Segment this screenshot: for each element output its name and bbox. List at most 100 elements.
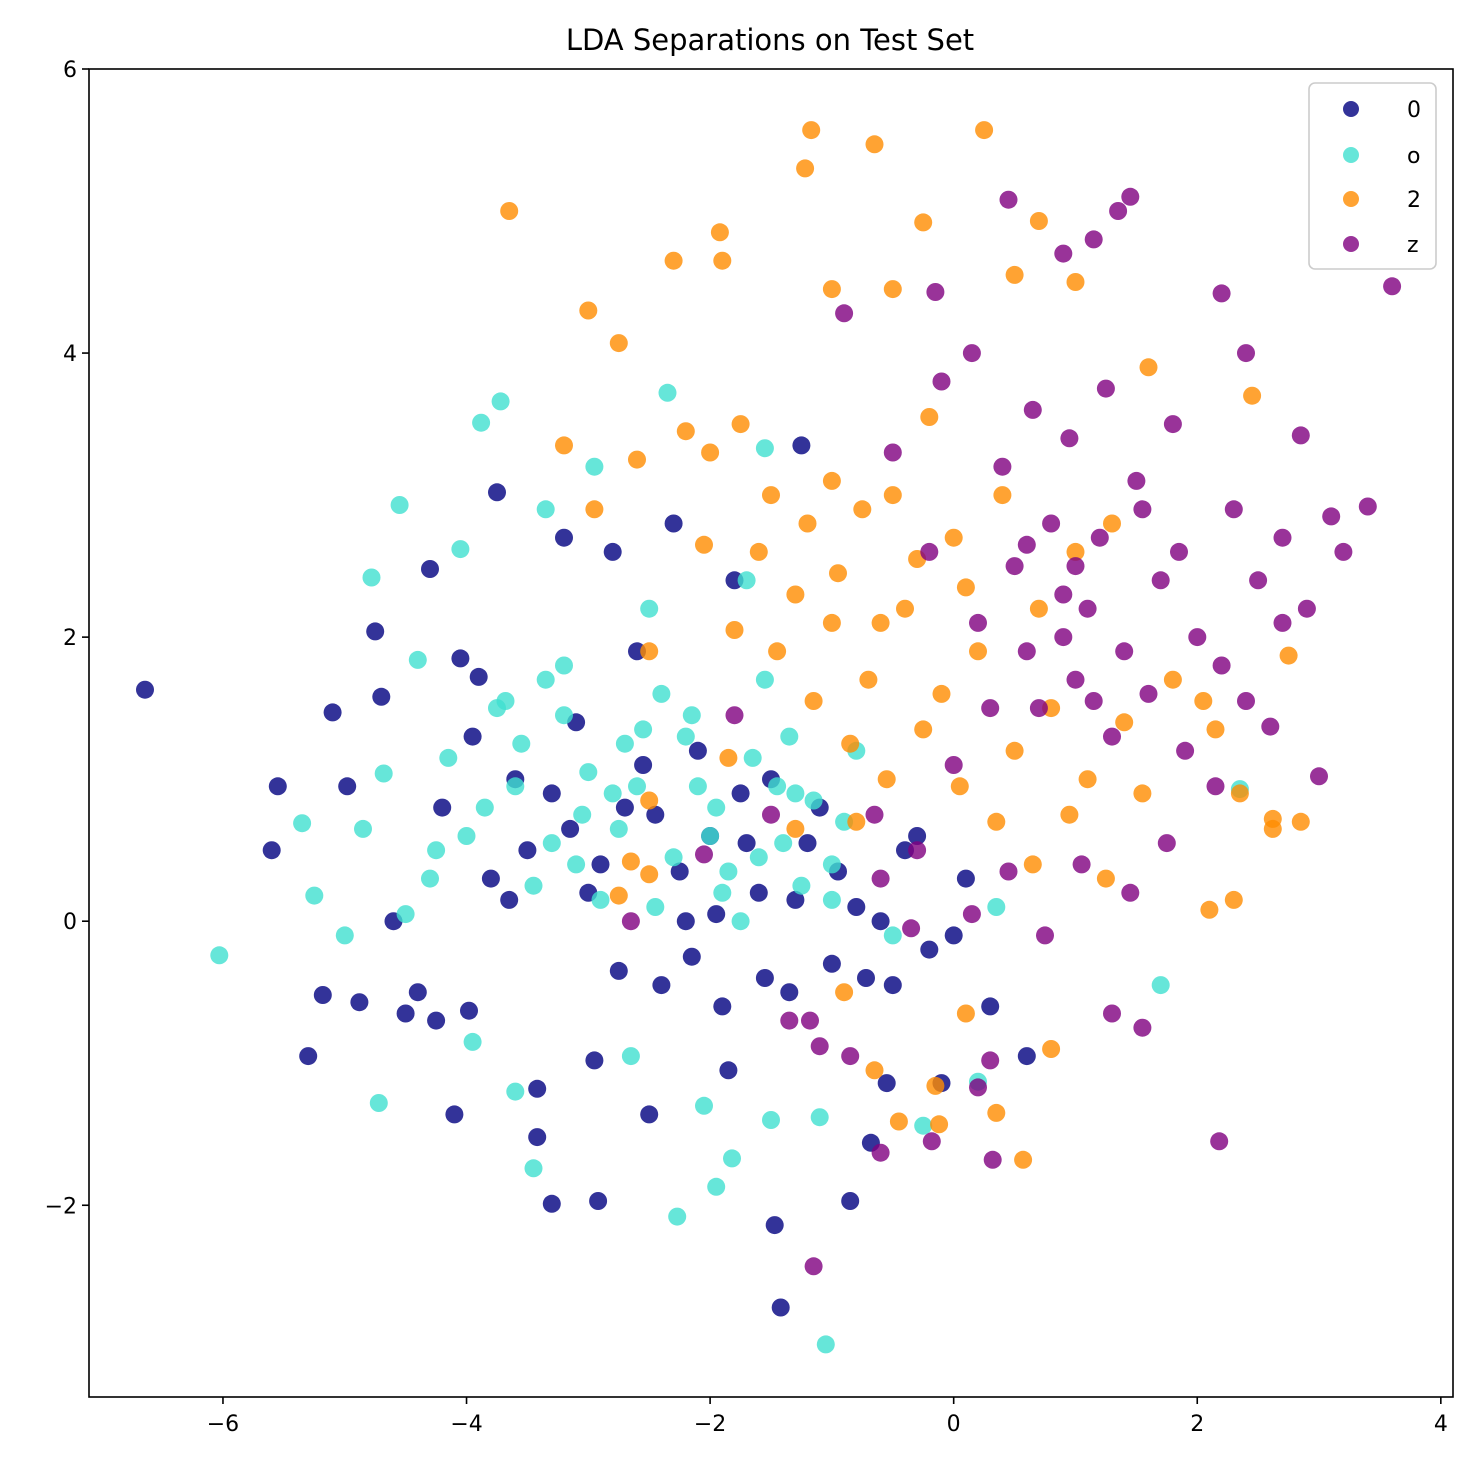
point-s0-17 [460,1001,478,1020]
y-tick-label: 6 [63,58,77,83]
point-s3-74 [1072,855,1091,874]
point-s3-78 [902,919,921,938]
y-tick-label: 4 [63,342,77,367]
point-s3-41 [1163,415,1182,434]
point-s1-57 [743,748,762,767]
point-s2-12 [975,121,994,140]
point-s1-30 [707,1177,726,1196]
point-s2-8 [822,280,841,299]
point-s2-60 [822,613,841,632]
y-tick-label: −2 [45,1194,77,1219]
point-s3-77 [962,905,981,924]
point-s0-21 [518,841,537,860]
point-s1-58 [774,834,793,853]
point-s1-75 [536,670,555,689]
point-s0-37 [688,741,707,760]
point-s1-61 [488,699,506,718]
point-s1-48 [475,798,494,817]
point-s0-51 [857,969,875,987]
point-s2-62 [896,599,914,618]
point-s1-53 [634,720,653,739]
point-s3-36 [981,699,1000,718]
point-s3-30 [695,845,713,864]
point-s3-39 [1090,528,1109,547]
point-s3-24 [981,1051,1000,1070]
point-s1-80 [707,798,726,817]
point-s1-42 [914,1116,933,1135]
point-s3-6 [1261,717,1280,736]
point-s2-3 [664,251,683,270]
point-s0-60 [481,869,500,888]
point-s0-65 [707,905,726,924]
point-s1-70 [792,876,811,895]
point-s1-81 [749,848,768,867]
point-s0-45 [771,1298,790,1317]
point-s2-77 [1133,784,1152,803]
point-s3-16 [999,190,1018,209]
point-s2-83 [956,578,975,597]
point-s3-20 [871,1143,890,1162]
point-s0-25 [555,528,573,547]
point-s3-14 [1109,202,1128,220]
point-s0-83 [883,976,902,995]
point-s0-16 [451,649,470,668]
point-s1-1 [293,814,312,833]
legend-label-1: o [1407,144,1420,169]
point-s3-15 [1054,244,1073,263]
point-s2-40 [1263,819,1282,838]
point-s1-55 [688,777,707,796]
point-s2-54 [926,1076,945,1095]
point-s1-37 [810,1108,829,1127]
point-s0-42 [749,883,768,902]
point-s1-7 [374,764,393,783]
point-s1-28 [676,727,695,746]
point-s0-57 [956,869,975,888]
point-s2-73 [987,812,1006,831]
point-s1-27 [668,1207,687,1226]
point-s1-22 [585,457,604,476]
point-s0-31 [615,798,634,817]
legend-marker-2 [1343,191,1359,207]
point-s1-10 [408,650,427,669]
point-s1-8 [390,496,409,514]
point-s0-53 [877,1074,896,1093]
point-s1-35 [762,1111,780,1129]
point-s2-29 [920,408,939,426]
point-s3-65 [1224,500,1243,519]
point-s3-38 [1054,585,1073,604]
point-s0-66 [737,834,756,853]
point-s2-59 [1042,1040,1061,1058]
point-s2-53 [889,1112,908,1131]
point-s2-74 [1023,855,1042,874]
point-s2-24 [762,486,780,505]
point-s3-0 [1383,277,1402,296]
point-s2-89 [847,812,866,831]
point-s2-23 [731,415,750,434]
point-s3-5 [1273,613,1292,632]
point-s2-84 [640,642,659,661]
point-s3-27 [762,805,780,824]
point-s3-13 [1121,187,1140,206]
point-s3-2 [1334,542,1353,561]
point-s0-7 [350,993,369,1012]
point-s2-88 [804,692,823,710]
point-s0-46 [780,983,799,1002]
x-tick-label: −2 [694,1412,726,1437]
point-s2-61 [859,670,878,689]
series-1 [210,383,1249,1354]
point-s1-5 [362,568,381,587]
point-s1-65 [628,777,646,796]
point-s2-17 [1243,386,1262,405]
point-s2-0 [500,202,519,220]
point-s3-63 [962,344,981,363]
point-s3-70 [1237,692,1255,710]
point-s0-77 [646,805,665,824]
point-s2-87 [768,642,787,661]
point-s3-33 [871,869,890,888]
point-s1-83 [822,890,841,909]
point-s3-12 [1084,230,1103,249]
point-s2-33 [1066,542,1085,561]
chart-title: LDA Separations on Test Set [566,23,974,57]
point-s1-62 [524,876,543,895]
